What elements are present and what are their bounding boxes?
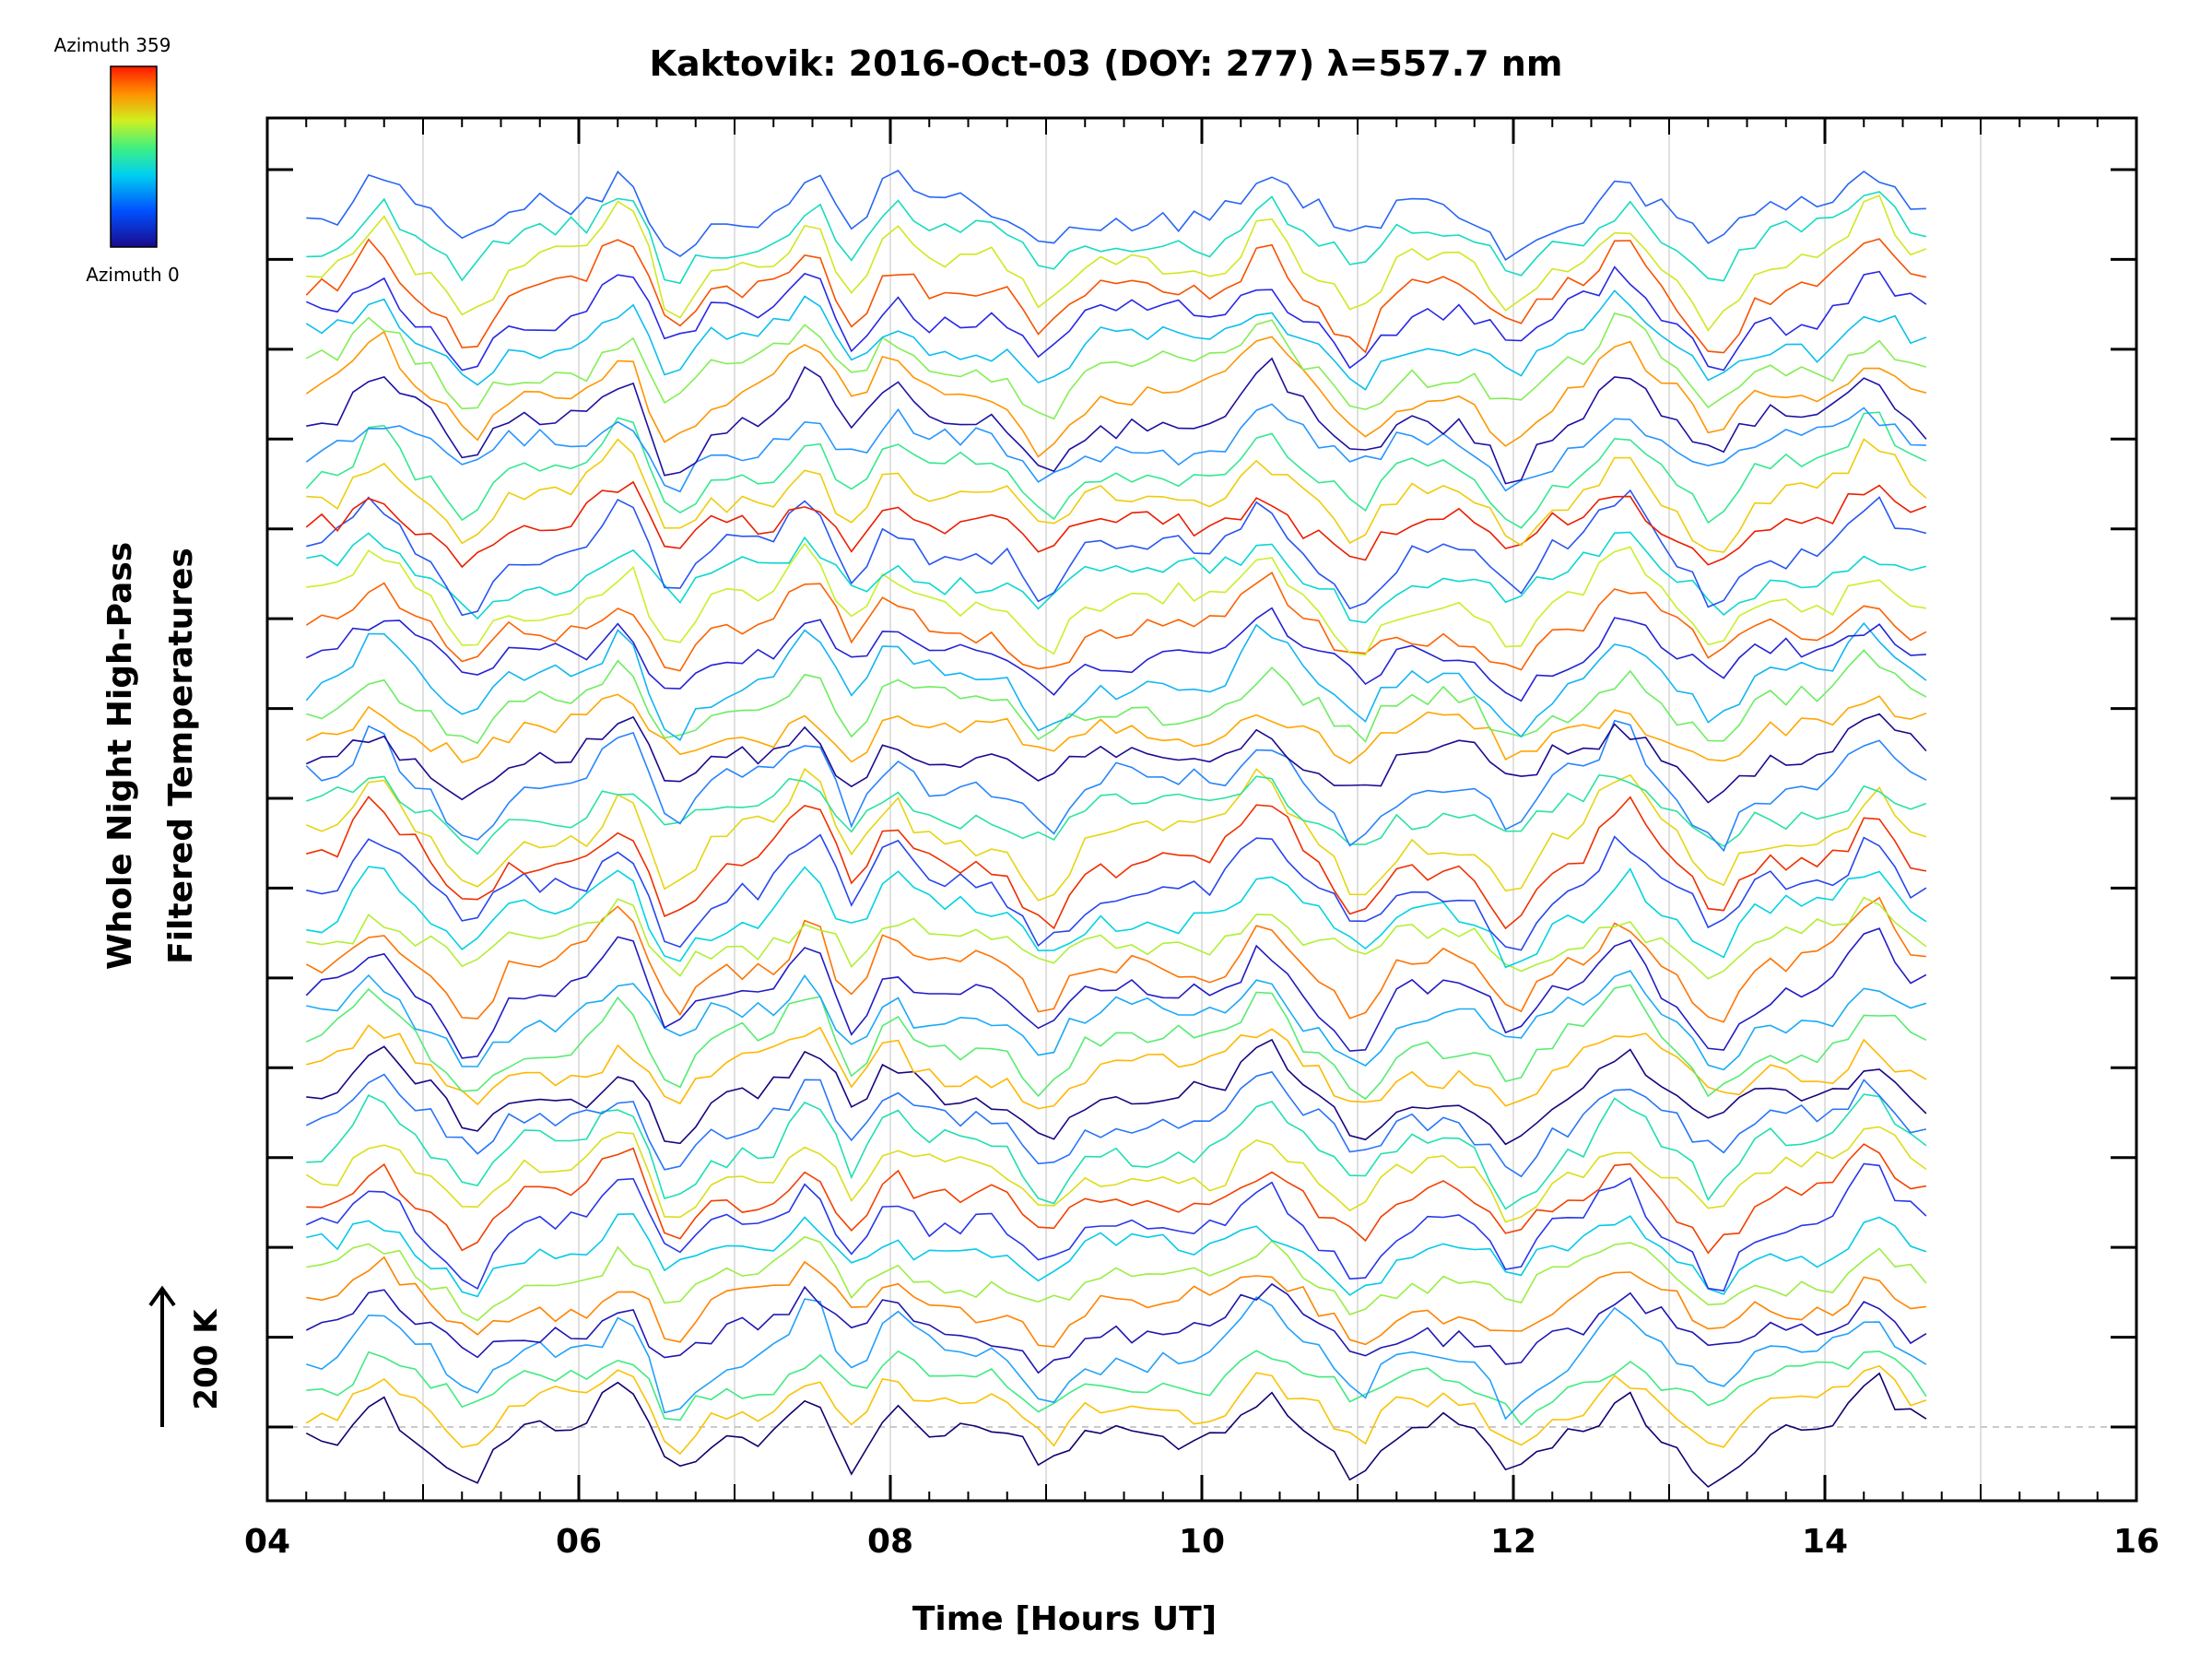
azimuth-trace-9 — [305, 1162, 1927, 1292]
x-tick-label-16: 16 — [2113, 1523, 2159, 1561]
azimuth-trace-2 — [305, 1364, 1927, 1456]
azimuth-trace-23 — [306, 796, 1927, 930]
azimuth-trace-33 — [306, 542, 1927, 656]
azimuth-trace-20 — [306, 896, 1927, 980]
mask-bottom — [0, 1503, 2212, 1659]
chart-title: Kaktovik: 2016-Oct-03 (DOY: 277) λ=557.7… — [650, 43, 1563, 84]
scale-arrow-head — [148, 1285, 176, 1307]
azimuth-trace-11 — [305, 1126, 1927, 1223]
azimuth-trace-25 — [306, 773, 1927, 855]
azimuth-trace-14 — [306, 1038, 1927, 1146]
azimuth-trace-31 — [305, 607, 1926, 702]
azimuth-trace-4 — [306, 1296, 1927, 1421]
azimuth-trace-47 — [306, 191, 1927, 285]
azimuth-trace-3 — [306, 1350, 1927, 1426]
azimuth-trace-32 — [305, 572, 1927, 672]
azimuth-trace-46 — [306, 195, 1927, 332]
azimuth-trace-40 — [306, 357, 1927, 485]
colorbar-bottom-label: Azimuth 0 — [86, 264, 180, 286]
x-tick-label-12: 12 — [1490, 1523, 1536, 1561]
y-axis-label-line1: Whole Night High-Pass — [101, 542, 139, 970]
azimuth-trace-5 — [305, 1282, 1927, 1374]
azimuth-trace-43 — [305, 289, 1927, 391]
azimuth-trace-27 — [305, 713, 1927, 804]
azimuth-trace-44 — [305, 265, 1927, 372]
y-axis-label-line2: Filtered Temperatures — [162, 548, 200, 964]
azimuth-trace-16 — [305, 984, 1927, 1101]
azimuth-trace-30 — [305, 621, 1927, 741]
azimuth-trace-26 — [305, 719, 1927, 853]
x-tick-label-08: 08 — [867, 1523, 913, 1561]
azimuth-trace-15 — [306, 1024, 1927, 1110]
x-axis-label: Time [Hours UT] — [912, 1600, 1217, 1638]
azimuth-trace-24 — [305, 767, 1927, 902]
azimuth-trace-36 — [305, 480, 1927, 569]
azimuth-trace-34 — [306, 531, 1927, 624]
colorbar-top-label: Azimuth 359 — [54, 34, 171, 56]
azimuth-trace-37 — [306, 438, 1927, 553]
azimuth-trace-13 — [305, 1070, 1927, 1178]
x-tick-label-06: 06 — [556, 1523, 602, 1561]
azimuth-trace-19 — [305, 896, 1926, 1023]
azimuth-trace-21 — [306, 866, 1927, 969]
azimuth-trace-12 — [306, 1093, 1927, 1210]
azimuth-trace-28 — [305, 693, 1927, 764]
x-tick-label-04: 04 — [244, 1523, 290, 1561]
azimuth-trace-8 — [306, 1212, 1927, 1298]
azimuth-trace-42 — [305, 312, 1927, 420]
colorbar: Azimuth 359 Azimuth 0 — [54, 34, 180, 286]
azimuth-trace-22 — [306, 833, 1927, 951]
scale-label: 200 K — [188, 1308, 225, 1410]
azimuth-trace-48 — [306, 169, 1926, 262]
colorbar-gradient — [110, 65, 158, 248]
azimuth-trace-35 — [306, 489, 1927, 617]
azimuth-trace-6 — [306, 1256, 1926, 1348]
azimuth-trace-7 — [306, 1235, 1927, 1322]
azimuth-trace-39 — [305, 403, 1926, 493]
axes-group: 04 06 08 10 12 14 16 — [244, 116, 2159, 1561]
x-tick-label-10: 10 — [1179, 1523, 1225, 1561]
azimuth-trace-38 — [305, 411, 1927, 529]
scale-indicator: 200 K — [148, 1285, 225, 1427]
azimuth-trace-1 — [305, 1372, 1927, 1488]
mask-top — [0, 0, 2212, 116]
azimuth-trace-41 — [305, 330, 1927, 458]
azimuth-trace-17 — [306, 970, 1927, 1071]
x-tick-label-14: 14 — [1802, 1523, 1848, 1561]
azimuth-trace-29 — [306, 649, 1927, 745]
azimuth-trace-18 — [305, 927, 1927, 1059]
azimuth-trace-45 — [305, 238, 1927, 354]
azimuth-trace-10 — [306, 1143, 1927, 1255]
